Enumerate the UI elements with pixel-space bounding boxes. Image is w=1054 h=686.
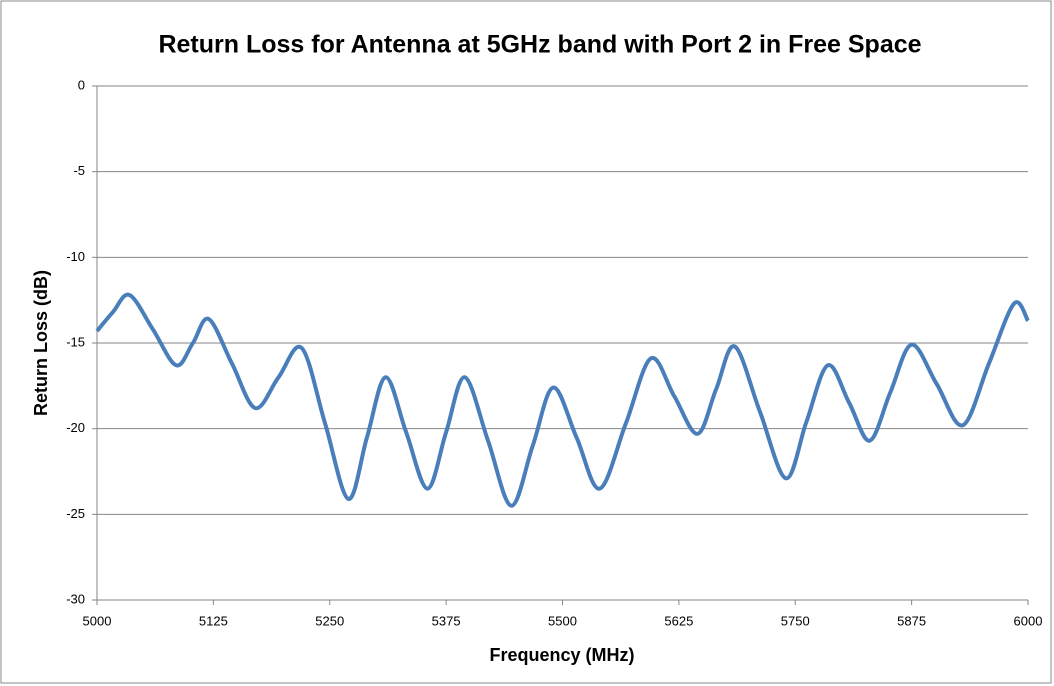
- x-tick-label: 5625: [664, 613, 693, 628]
- y-tick-label: -15: [66, 334, 85, 349]
- y-tick-label: -10: [66, 249, 85, 264]
- y-tick-label: -20: [66, 420, 85, 435]
- y-tick-label: -30: [66, 591, 85, 606]
- x-tick-label: 5875: [897, 613, 926, 628]
- x-tick-label: 5375: [432, 613, 461, 628]
- data-line: [95, 292, 1030, 508]
- x-axis-label: Frequency (MHz): [489, 645, 634, 665]
- y-tick-label: -5: [73, 163, 85, 178]
- x-tick-label: 5125: [199, 613, 228, 628]
- y-tick-label: 0: [78, 77, 85, 92]
- x-tick-label: 5750: [781, 613, 810, 628]
- x-tick-label: 5250: [315, 613, 344, 628]
- y-tick-label: -25: [66, 506, 85, 521]
- chart-title: Return Loss for Antenna at 5GHz band wit…: [158, 31, 921, 59]
- x-tick-label: 6000: [1014, 613, 1043, 628]
- x-tick-label: 5500: [548, 613, 577, 628]
- x-tick-label: 5000: [83, 613, 112, 628]
- y-axis-label: Return Loss (dB): [31, 270, 51, 416]
